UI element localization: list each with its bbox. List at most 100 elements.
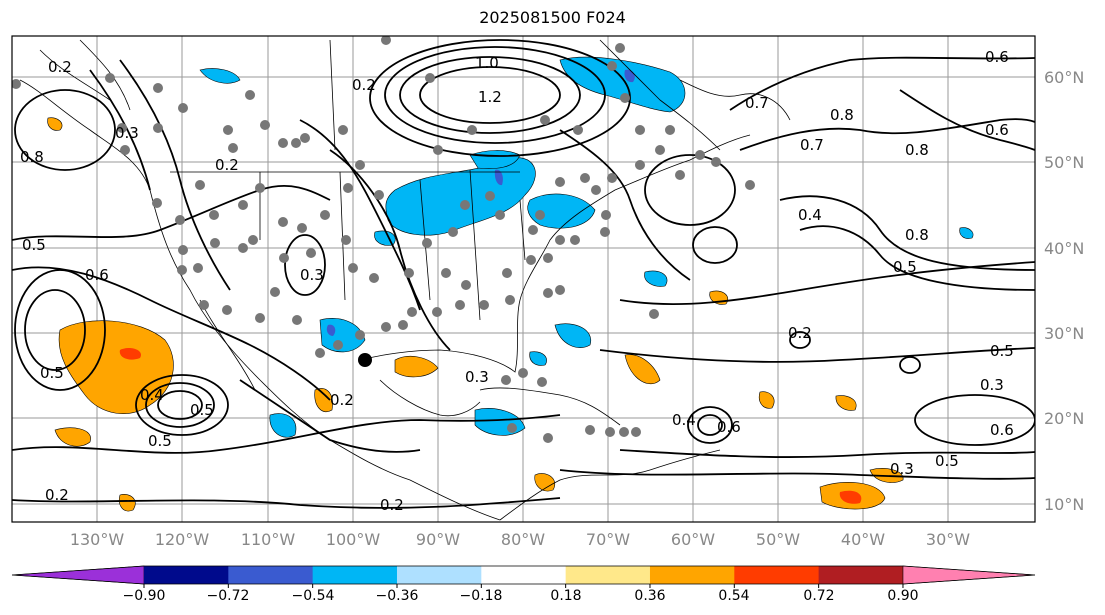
station-dot (433, 145, 443, 155)
station-dot (441, 268, 451, 278)
storm-marker (358, 353, 372, 367)
station-dot (555, 235, 565, 245)
station-dot (432, 307, 442, 317)
lon-label: 50°W (756, 530, 800, 549)
contour-label: 0.5 (22, 236, 46, 254)
station-dot (535, 210, 545, 220)
contour-label: 0.2 (788, 324, 812, 342)
colorbar-segment (565, 566, 651, 584)
station-dot (695, 150, 705, 160)
lat-label: 10°N (1044, 495, 1084, 514)
station-dot (381, 36, 391, 45)
station-dot (543, 433, 553, 443)
station-dot (543, 253, 553, 263)
lon-label: 130°W (70, 530, 125, 549)
station-dot (540, 115, 550, 125)
lat-label: 60°N (1044, 68, 1084, 87)
station-dot (105, 73, 115, 83)
station-dot (404, 268, 414, 278)
station-dot (580, 173, 590, 183)
longitude-labels: 130°W 120°W 110°W 100°W 90°W 80°W 70°W 6… (70, 530, 970, 549)
colorbar-segment (228, 566, 314, 584)
station-dot (278, 138, 288, 148)
station-dot (193, 263, 203, 273)
station-dot (526, 255, 536, 265)
station-dot (209, 210, 219, 220)
station-dot (279, 253, 289, 263)
station-dot (711, 157, 721, 167)
map-title: 2025081500 F024 (479, 8, 626, 27)
station-dot (238, 243, 248, 253)
station-dot (455, 300, 465, 310)
contour-label: 0.3 (115, 124, 139, 142)
station-dot (381, 322, 391, 332)
contour-label: 1.2 (478, 88, 502, 106)
station-dot (199, 300, 209, 310)
station-dot (255, 183, 265, 193)
station-dot (479, 300, 489, 310)
station-dot (117, 123, 127, 133)
colorbar (11, 565, 1036, 588)
station-dot (635, 160, 645, 170)
station-dot (635, 125, 645, 135)
station-dot (153, 83, 163, 93)
station-dot (655, 145, 665, 155)
contour-label: 0.8 (830, 106, 854, 124)
station-dot (355, 330, 365, 340)
station-dot (585, 425, 595, 435)
lon-label: 120°W (155, 530, 210, 549)
station-dot (745, 180, 755, 190)
station-dot (152, 198, 162, 208)
station-dot (195, 180, 205, 190)
contour-label: 0.5 (148, 432, 172, 450)
colorbar-ticks: −0.90 −0.72 −0.54 −0.36 −0.18 0.18 0.36 … (123, 588, 919, 604)
station-dot (461, 280, 471, 290)
station-dot (343, 183, 353, 193)
colorbar-tick-label: −0.72 (207, 588, 250, 604)
colorbar-tick-label: 0.54 (718, 588, 749, 604)
station-dot (528, 225, 538, 235)
contour-label: 0.8 (905, 141, 929, 159)
station-dot (631, 427, 641, 437)
colorbar-tick-label: 0.72 (803, 588, 834, 604)
station-dot (238, 200, 248, 210)
colorbar-tick-label: −0.54 (292, 588, 335, 604)
station-dot (292, 315, 302, 325)
station-dot (355, 160, 365, 170)
lon-label: 70°W (586, 530, 630, 549)
station-dot (555, 285, 565, 295)
lon-label: 40°W (841, 530, 885, 549)
station-dot (573, 125, 583, 135)
station-dot (374, 190, 384, 200)
colorbar-segment (481, 566, 567, 584)
contour-label: 0.2 (380, 496, 404, 514)
contour-label-group: 0.2 0.3 0.5 0.6 0.8 0.4 0.5 0.3 0.2 1.0 … (20, 48, 1014, 514)
station-dot (620, 93, 630, 103)
lat-label: 40°N (1044, 239, 1084, 258)
lon-label: 30°W (926, 530, 970, 549)
station-dot (600, 227, 610, 237)
lat-label: 30°N (1044, 324, 1084, 343)
station-dot (485, 191, 495, 201)
map-frame (11, 35, 1036, 523)
station-dot (270, 287, 280, 297)
station-dot (537, 377, 547, 387)
station-dot (260, 120, 270, 130)
station-dot (12, 79, 21, 89)
station-dot (341, 235, 351, 245)
station-dot (505, 295, 515, 305)
contour-label: 0.5 (893, 258, 917, 276)
station-dot (278, 217, 288, 227)
lon-label: 60°W (671, 530, 715, 549)
station-dot (448, 227, 458, 237)
contour-label: 0.5 (190, 401, 214, 419)
station-dot (153, 123, 163, 133)
contour-label: 0.3 (890, 460, 914, 478)
contour-label: 0.6 (85, 266, 109, 284)
colorbar-tick-label: −0.18 (460, 588, 503, 604)
colorbar-segment (902, 565, 1036, 585)
station-dot (507, 423, 517, 433)
station-dot (291, 138, 301, 148)
colorbar-segment (312, 566, 398, 584)
lat-label: 20°N (1044, 409, 1084, 428)
